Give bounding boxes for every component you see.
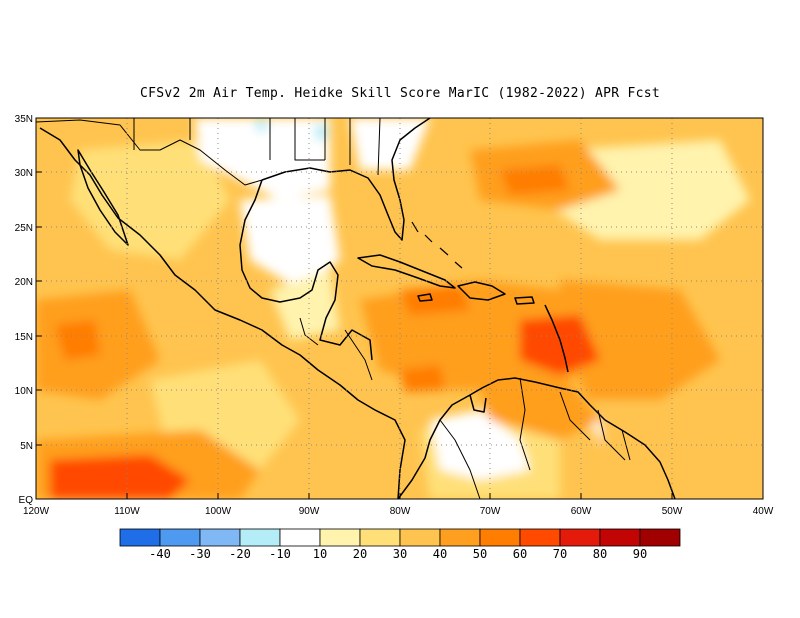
lat-label-10n: 10N [15,386,33,397]
colorbar-swatch [399,528,441,547]
colorbar-swatch [239,528,281,547]
colorbar-swatch [199,528,241,547]
lat-label-25n: 25N [15,223,33,234]
lon-label-90w: 90W [299,506,320,517]
colorbar-label: 60 [513,547,527,561]
lat-label-15n: 15N [15,332,33,343]
colorbar-label: 90 [633,547,647,561]
colorbar-swatch [639,528,681,547]
colorbar-label: -30 [189,547,211,561]
skill-score-field [36,118,763,499]
colorbar-label: -10 [269,547,291,561]
colorbar-swatch [559,528,601,547]
colorbar-label: 40 [433,547,447,561]
map-gridlines [36,118,763,499]
colorbar-label: 50 [473,547,487,561]
colorbar-label: 10 [313,547,327,561]
colorbar-label: 30 [393,547,407,561]
colorbar-label: 70 [553,547,567,561]
colorbar-swatch [439,528,481,547]
lat-label-5n: 5N [20,441,33,452]
colorbar-label: 80 [593,547,607,561]
lon-label-100w: 100W [205,506,232,517]
colorbar: -40 -30 -20 -10 10 20 30 40 50 60 70 80 90 [119,528,681,561]
colorbar-swatch [519,528,561,547]
lon-label-70w: 70W [480,506,501,517]
lat-label-eq: EQ [19,495,34,506]
colorbar-label: 20 [353,547,367,561]
lon-label-80w: 80W [390,506,411,517]
lon-label-40w: 40W [753,506,774,517]
colorbar-label: -20 [229,547,251,561]
lon-label-60w: 60W [571,506,592,517]
lat-label-30n: 30N [15,168,33,179]
colorbar-swatch [359,528,401,547]
colorbar-swatch [279,528,321,547]
colorbar-label: -40 [149,547,171,561]
colorbar-swatch [479,528,521,547]
map-title: CFSv2 2m Air Temp. Heidke Skill Score Ma… [139,86,661,101]
colorbar-swatch [159,528,201,547]
lon-label-110w: 110W [114,506,140,517]
lon-label-50w: 50W [662,506,683,517]
lon-label-120w: 120W [23,506,50,517]
colorbar-swatch [319,528,361,547]
lat-label-20n: 20N [15,277,33,288]
coastlines [36,118,676,499]
colorbar-swatch [599,528,641,547]
lat-label-35n: 35N [15,114,33,125]
colorbar-swatch [119,528,161,547]
axis-ticks [36,117,673,499]
